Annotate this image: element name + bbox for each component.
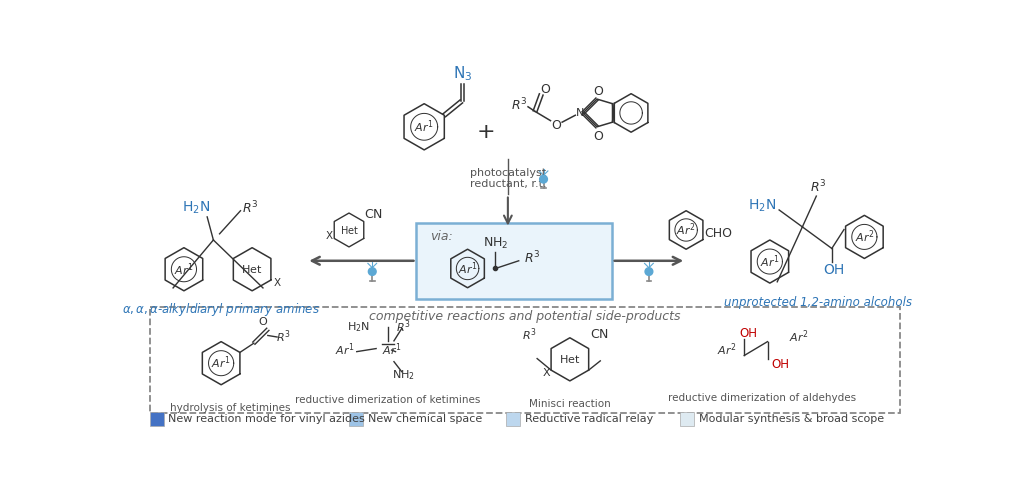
Text: $\mathit{Ar}^2$: $\mathit{Ar}^2$	[788, 328, 809, 344]
Text: X: X	[326, 231, 333, 241]
Text: O: O	[258, 317, 268, 327]
Text: reductant, r.t.: reductant, r.t.	[469, 179, 546, 189]
Text: $R^3$: $R^3$	[511, 97, 528, 114]
Text: OH: OH	[772, 358, 789, 371]
Text: OH: OH	[823, 263, 844, 277]
Text: reductive dimerization of ketimines: reductive dimerization of ketimines	[295, 395, 481, 405]
Text: X: X	[274, 278, 281, 288]
Text: +: +	[477, 122, 495, 142]
Text: O: O	[551, 119, 561, 132]
Text: $R^3$: $R^3$	[810, 179, 826, 195]
Text: OH: OH	[739, 328, 757, 340]
Text: $\mathit{Ar}^1$: $\mathit{Ar}^1$	[174, 261, 194, 277]
Text: competitive reactions and potential side-products: competitive reactions and potential side…	[369, 310, 681, 323]
Text: $\mathit{Ar}^1$: $\mathit{Ar}^1$	[458, 260, 478, 277]
Circle shape	[539, 175, 547, 183]
Text: $\mathit{Ar}^2$: $\mathit{Ar}^2$	[676, 222, 696, 238]
Text: O: O	[540, 83, 550, 96]
Text: $\mathrm{Het}$: $\mathrm{Het}$	[339, 224, 359, 236]
Text: $\mathrm{H_2N}$: $\mathrm{H_2N}$	[346, 320, 370, 334]
Text: $\mathit{Ar}^2$: $\mathit{Ar}^2$	[716, 341, 736, 358]
Text: via:: via:	[430, 230, 453, 244]
Bar	[150, 412, 164, 427]
Text: $\mathrm{H_2N}$: $\mathrm{H_2N}$	[748, 197, 776, 214]
Text: New reaction mode for vinyl azides: New reaction mode for vinyl azides	[168, 414, 365, 425]
Bar	[680, 412, 694, 427]
Text: $\mathrm{CN}$: $\mathrm{CN}$	[590, 328, 609, 341]
Text: $\mathit{Ar}^2$: $\mathit{Ar}^2$	[855, 229, 874, 245]
Text: $R^3$: $R^3$	[522, 326, 537, 343]
Text: O: O	[593, 85, 604, 98]
Text: $R^3$: $R^3$	[396, 319, 411, 336]
Text: $R^3$: $R^3$	[525, 249, 541, 266]
Circle shape	[368, 268, 376, 276]
Text: hydrolysis of ketimines: hydrolysis of ketimines	[170, 403, 291, 413]
Bar	[506, 412, 521, 427]
Text: $\mathit{Ar}^1$: $\mathit{Ar}^1$	[211, 355, 231, 371]
Text: $\mathrm{NH_2}$: $\mathrm{NH_2}$	[483, 236, 508, 251]
Text: O: O	[593, 129, 604, 143]
Text: $\mathrm{Het}$: $\mathrm{Het}$	[242, 263, 262, 275]
Text: $\mathrm{NH_2}$: $\mathrm{NH_2}$	[392, 368, 415, 382]
Text: reductive dimerization of aldehydes: reductive dimerization of aldehydes	[668, 393, 856, 403]
Text: Modular synthesis & broad scope: Modular synthesis & broad scope	[698, 414, 884, 425]
Text: New chemical space: New chemical space	[368, 414, 482, 425]
Text: Reductive radical relay: Reductive radical relay	[525, 414, 653, 425]
Text: X: X	[543, 368, 550, 378]
Text: CHO: CHO	[704, 227, 733, 240]
Text: $\mathrm{N_3}$: $\mathrm{N_3}$	[453, 64, 473, 83]
Text: $\mathit{Ar}^1$: $\mathit{Ar}^1$	[381, 342, 402, 358]
Text: N: N	[576, 108, 584, 118]
Bar	[348, 412, 363, 427]
Text: unprotected 1,2-amino alcohols: unprotected 1,2-amino alcohols	[724, 296, 912, 309]
Text: $\alpha,\alpha,\alpha$-alkyldiaryl primary amines: $\alpha,\alpha,\alpha$-alkyldiaryl prima…	[122, 301, 320, 318]
Text: $\mathrm{Het}$: $\mathrm{Het}$	[560, 353, 580, 366]
Text: photocatalyst: photocatalyst	[469, 168, 546, 178]
Text: $\mathit{Ar}^1$: $\mathit{Ar}^1$	[760, 253, 780, 270]
Text: $\mathit{Ar}^1$: $\mathit{Ar}^1$	[335, 342, 355, 358]
Text: $\mathit{Ar}^1$: $\mathit{Ar}^1$	[414, 119, 434, 135]
Bar	[150, 307, 900, 413]
Text: $R^3$: $R^3$	[242, 199, 258, 216]
Text: Minisci reaction: Minisci reaction	[529, 399, 611, 409]
Text: $\mathrm{CN}$: $\mathrm{CN}$	[364, 208, 383, 221]
Text: $R^3$: $R^3$	[276, 329, 291, 345]
Circle shape	[645, 268, 653, 276]
Text: $\mathrm{H_2N}$: $\mathrm{H_2N}$	[182, 199, 210, 216]
Bar	[416, 223, 612, 299]
